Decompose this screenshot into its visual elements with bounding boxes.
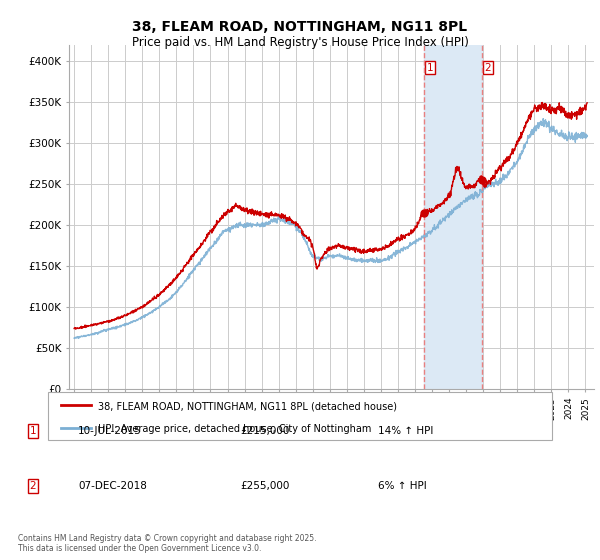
Text: 14% ↑ HPI: 14% ↑ HPI	[378, 426, 433, 436]
Text: 07-DEC-2018: 07-DEC-2018	[78, 481, 147, 491]
Bar	[424, 45, 482, 389]
Text: 2: 2	[29, 481, 37, 491]
Text: £255,000: £255,000	[240, 481, 289, 491]
Text: 38, FLEAM ROAD, NOTTINGHAM, NG11 8PL: 38, FLEAM ROAD, NOTTINGHAM, NG11 8PL	[133, 20, 467, 34]
Text: Price paid vs. HM Land Registry's House Price Index (HPI): Price paid vs. HM Land Registry's House …	[131, 36, 469, 49]
Text: £215,000: £215,000	[240, 426, 289, 436]
Text: 1: 1	[427, 63, 433, 73]
Text: 6% ↑ HPI: 6% ↑ HPI	[378, 481, 427, 491]
Text: Contains HM Land Registry data © Crown copyright and database right 2025.
This d: Contains HM Land Registry data © Crown c…	[18, 534, 317, 553]
Text: 1: 1	[29, 426, 37, 436]
Text: 10-JUL-2015: 10-JUL-2015	[78, 426, 142, 436]
Text: HPI: Average price, detached house, City of Nottingham: HPI: Average price, detached house, City…	[98, 424, 372, 433]
Text: 38, FLEAM ROAD, NOTTINGHAM, NG11 8PL (detached house): 38, FLEAM ROAD, NOTTINGHAM, NG11 8PL (de…	[98, 402, 397, 411]
Text: 2: 2	[484, 63, 491, 73]
